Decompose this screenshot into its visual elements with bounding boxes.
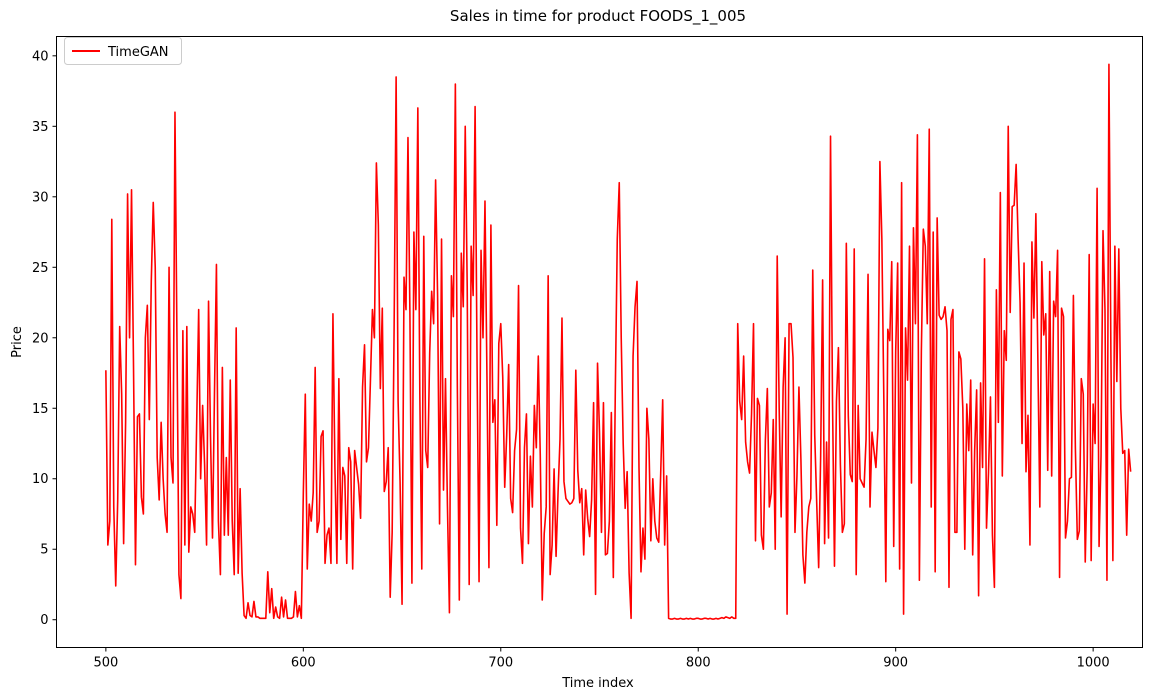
y-tick-label: 30 [32, 190, 49, 205]
y-tick-label: 20 [32, 331, 49, 346]
y-tick-label: 0 [40, 613, 48, 628]
y-tick-label: 5 [40, 543, 48, 558]
x-tick-label: 900 [883, 656, 908, 671]
x-tick-label: 600 [291, 656, 316, 671]
y-tick-label: 35 [32, 120, 49, 135]
x-tick-label: 700 [488, 656, 513, 671]
x-tick-label: 500 [93, 656, 118, 671]
y-tick-label: 25 [32, 261, 49, 276]
y-tick-label: 15 [32, 402, 49, 417]
plot-frame [56, 36, 1143, 648]
legend-label: TimeGAN [107, 45, 169, 60]
chart-title: Sales in time for product FOODS_1_005 [450, 7, 746, 26]
y-tick-label: 10 [32, 472, 49, 487]
x-axis-label: Time index [561, 676, 634, 691]
x-tick-label: 1000 [1077, 656, 1110, 671]
legend: TimeGAN [64, 37, 182, 65]
x-axis: 500 600 700 800 900 1000 [93, 647, 1110, 671]
y-tick-label: 40 [32, 49, 49, 64]
legend-box [64, 37, 182, 65]
y-axis: 0 5 10 15 20 25 30 35 40 [32, 49, 57, 628]
x-tick-label: 800 [686, 656, 711, 671]
series-line-timegan [105, 63, 1132, 620]
y-axis-label: Price [10, 326, 25, 358]
